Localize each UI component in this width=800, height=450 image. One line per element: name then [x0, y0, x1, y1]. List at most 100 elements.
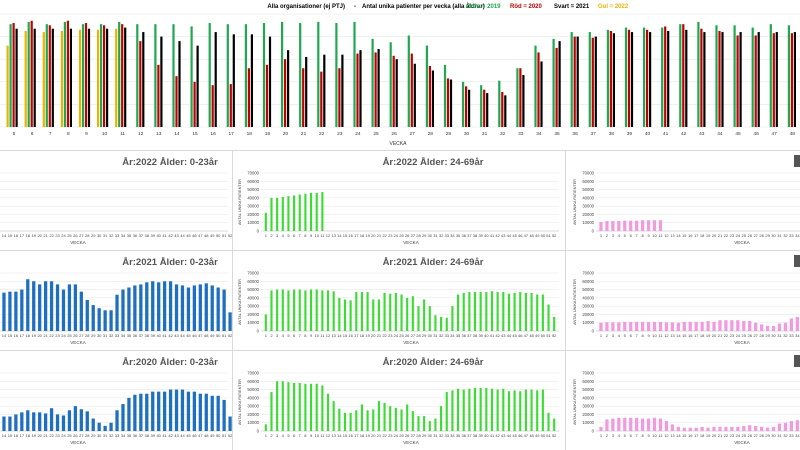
panel-x-tick-label: 37: [139, 333, 144, 338]
panel-bar: [434, 418, 437, 431]
panel-y-tick-label: 70000: [247, 371, 259, 376]
top-bar: [377, 49, 380, 127]
panel-y-tick-label: 30000: [247, 204, 259, 209]
panel-bar: [309, 289, 313, 331]
panel-bar: [293, 382, 296, 431]
panel-bar: [547, 412, 550, 431]
top-bar: [30, 20, 33, 128]
panel-bar: [343, 412, 347, 431]
panel-y-axis-label: ANTAL UNIKA PATIENTER: [238, 279, 242, 325]
panel-x-tick-label: 20: [37, 333, 42, 338]
panel-x-tick-label: 14: [2, 333, 7, 338]
panel-bar: [377, 299, 380, 331]
panel-bar: [162, 281, 167, 331]
panel-x-tick-label: 34: [121, 433, 126, 438]
panel-x-tick-label: 17: [694, 433, 699, 438]
panel-bar: [736, 426, 740, 431]
panel-x-tick-label: 38: [145, 333, 150, 338]
panel-y-tick-label: 70000: [247, 171, 259, 176]
panel-bar: [640, 418, 645, 431]
panel-x-tick-label: 16: [348, 433, 353, 438]
top-bar: [643, 27, 646, 128]
panel-bar: [228, 416, 232, 431]
top-bar: [609, 30, 612, 128]
panel-x-tick-label: 16: [348, 333, 353, 338]
panel-bar: [73, 284, 78, 331]
top-bar: [630, 32, 634, 127]
top-bar: [356, 53, 359, 127]
top-x-tick-label: 18: [247, 131, 253, 137]
panel-bar: [611, 322, 615, 331]
panel-y-tick-label: 60000: [247, 379, 259, 384]
top-bar: [27, 21, 30, 127]
top-x-tick-label: 29: [446, 131, 452, 137]
panel-x-tick-label: 47: [198, 433, 203, 438]
clipped-title-glyph: [794, 155, 800, 167]
panel-bar: [676, 426, 680, 431]
panel-x-tick-label: 26: [73, 433, 78, 438]
panel-bar: [85, 299, 89, 331]
separator-col-2: [565, 151, 566, 450]
panel-bar: [652, 417, 657, 431]
panel-x-tick-label: 22: [724, 433, 729, 438]
top-bar: [537, 52, 540, 127]
panel-bar: [440, 316, 443, 331]
top-bar: [682, 24, 685, 128]
panel-x-tick-label: 15: [343, 233, 348, 238]
panel-title: År:2022 Ålder: 24-69år: [383, 157, 484, 168]
panel-bar: [496, 389, 499, 431]
panel-bar: [688, 321, 692, 331]
panel-x-tick-label: 23: [730, 333, 735, 338]
top-x-tick-label: 34: [536, 131, 542, 137]
panel-x-tick-label: 28: [85, 433, 90, 438]
panel-x-tick-label: 31: [777, 433, 782, 438]
panel-y-tick-label: 10000: [582, 220, 594, 225]
top-bar: [24, 30, 27, 128]
panel-x-tick-label: 21: [377, 233, 382, 238]
panel-x-tick-label: 4: [282, 233, 285, 238]
panel-x-tick-label: 12: [326, 333, 331, 338]
panel-x-tick-label: 47: [198, 233, 203, 238]
top-bar: [700, 28, 703, 127]
panel-y-tick-label: 30000: [582, 304, 594, 309]
panel-bar: [14, 291, 18, 331]
top-x-tick-label: 44: [717, 131, 723, 137]
panel-bar: [198, 284, 202, 331]
panel-x-tick-label: 28: [85, 333, 90, 338]
top-bar: [45, 24, 48, 128]
panel-x-tick-label: 8: [304, 233, 307, 238]
panel-x-tick-label: 15: [343, 333, 348, 338]
panel-y-tick-label: 60000: [582, 279, 594, 284]
panel-y-axis-label: ANTAL UNIKA PATIENTER: [573, 379, 577, 425]
panel-x-tick-label: 52: [228, 233, 232, 238]
panel-bar: [366, 410, 369, 431]
panel-bar: [694, 427, 698, 431]
top-bar: [483, 89, 486, 127]
panel-y-tick-label: 10000: [247, 420, 259, 425]
panel-bar: [736, 320, 740, 331]
panel-bar: [216, 395, 220, 431]
panel-x-tick-label: 51: [546, 333, 551, 338]
panel-x-tick-label: 22: [724, 333, 729, 338]
panel-x-tick-label: 14: [676, 433, 681, 438]
panel-x-tick-label: 23: [730, 433, 735, 438]
panel-bar: [646, 418, 651, 431]
top-bar: [389, 42, 392, 127]
panel-y-tick-label: 0: [592, 329, 595, 334]
top-bar: [78, 29, 82, 127]
top-bar: [247, 68, 250, 127]
panel-bar: [192, 285, 197, 331]
panel-x-tick-label: 2: [606, 433, 609, 438]
top-bar: [42, 32, 45, 127]
panel-x-tick-label: 39: [150, 233, 155, 238]
panel-y-tick-label: 70000: [582, 371, 594, 376]
panel-x-tick-label: 25: [67, 233, 72, 238]
panel-7: År:2020 Ålder: 0-23år 14 15 16 17 18 19 20 21 22 2…: [0, 351, 232, 450]
panel-x-tick-label: 26: [405, 433, 410, 438]
panel-bar: [145, 282, 149, 331]
panel-x-tick-label: 30: [97, 333, 102, 338]
panel-bar: [14, 414, 18, 431]
panel-x-tick-label: 48: [204, 433, 209, 438]
top-bar: [190, 26, 193, 127]
top-bar: [428, 65, 431, 127]
